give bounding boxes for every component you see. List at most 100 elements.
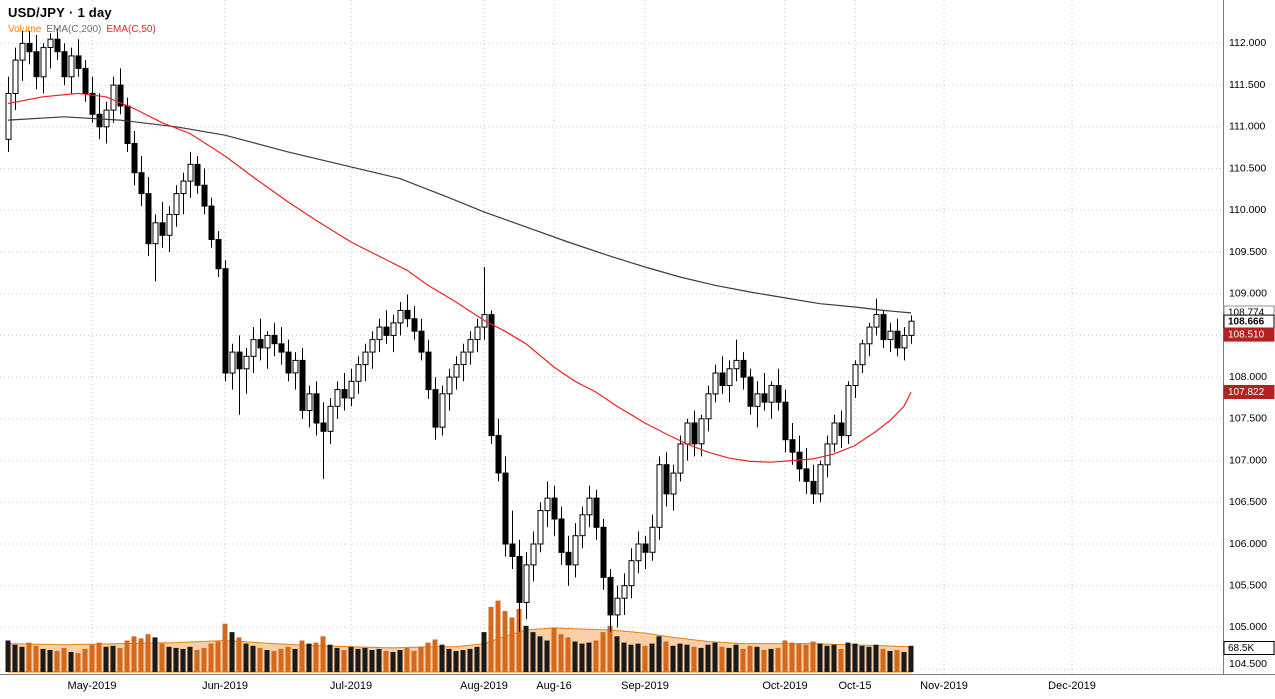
candle (103, 109, 110, 128)
axis-tag-box (1223, 641, 1275, 655)
volume-bar (47, 650, 53, 673)
volume-bar (390, 652, 396, 672)
candle (628, 560, 635, 587)
candle (257, 339, 264, 349)
candle (208, 205, 215, 241)
candle (145, 193, 152, 245)
candle (82, 67, 89, 94)
candle (747, 376, 754, 407)
volume-bar (635, 643, 641, 672)
candle (89, 92, 96, 115)
volume-bar (775, 647, 781, 673)
volume-bar (145, 634, 151, 672)
volume-bar (698, 647, 704, 673)
volume-bar (593, 640, 599, 672)
price-tick-label: 110.000 (1229, 204, 1266, 216)
volume-bar (369, 650, 375, 673)
candle (516, 556, 523, 603)
volume-bar (257, 647, 263, 673)
volume-bar (362, 647, 368, 673)
candle (467, 339, 474, 353)
volume-bar (124, 640, 130, 672)
candle (243, 355, 250, 370)
candle (754, 393, 761, 407)
candle (719, 372, 726, 386)
time-axis[interactable]: May-2019 Jun-2019 Jul-2019 Aug-2019 Aug-16 Se… (0, 674, 1275, 699)
candle (859, 343, 866, 366)
volume-bar (54, 651, 60, 672)
volume-bar (516, 609, 522, 672)
candle (292, 359, 299, 374)
price-tick-label: 109.000 (1229, 287, 1267, 299)
candle (47, 38, 54, 49)
volume-bar (404, 647, 410, 673)
candle (558, 518, 565, 553)
candle (40, 47, 47, 78)
volume-bar (880, 648, 886, 672)
volume-bar (229, 632, 235, 672)
candle (831, 422, 838, 445)
axis-tag-label: 108.510 (1228, 330, 1265, 341)
volume-bar (82, 648, 88, 672)
volume-bar (530, 632, 536, 672)
volume-bar (103, 646, 109, 672)
volume-bar (474, 646, 480, 672)
candle (397, 309, 404, 324)
candle (411, 318, 418, 332)
candle (474, 326, 481, 341)
volume-bar (677, 643, 683, 672)
volume-bar (138, 638, 144, 672)
candle (607, 576, 614, 616)
candles (5, 28, 915, 632)
candle (551, 497, 558, 520)
candle (159, 222, 166, 236)
candle (733, 359, 740, 370)
volume-bar (306, 643, 312, 672)
candle (649, 526, 656, 553)
volume-bar (110, 645, 116, 673)
candle (222, 268, 229, 374)
volume-bar (565, 637, 571, 672)
candle (565, 551, 572, 566)
candle (173, 193, 180, 216)
candle (201, 184, 208, 207)
candle (663, 464, 670, 495)
volume-bar (852, 643, 858, 672)
volume-bar (432, 639, 438, 673)
candle (96, 113, 103, 128)
candle (530, 543, 537, 566)
candle (439, 393, 446, 428)
candle (278, 343, 285, 353)
volume-bar (481, 632, 487, 672)
volume-bar (747, 645, 753, 673)
volume-bar (61, 647, 67, 673)
price-axis[interactable]: 112.000 111.500 111.000 110.500 110.000 109.5… (1223, 0, 1275, 699)
volume-bar (33, 645, 39, 673)
candle (656, 464, 663, 528)
date-tick-label: Sep-2019 (621, 680, 669, 692)
volume-bar (803, 644, 809, 672)
candle (152, 222, 159, 245)
candle (306, 393, 313, 411)
candle (194, 163, 201, 186)
candle (341, 389, 348, 399)
volume-bar (733, 644, 739, 672)
candle (712, 372, 719, 395)
candle (768, 385, 775, 403)
price-tick-label: 107.000 (1229, 454, 1267, 466)
volume-bar (425, 642, 431, 672)
ema200-line (7, 116, 912, 314)
price-tick-label: 112.000 (1229, 37, 1266, 49)
volume-bar (782, 640, 788, 672)
ema50-line (7, 92, 912, 463)
candle (593, 497, 600, 528)
candle (362, 351, 369, 366)
date-tick-label: Oct-2019 (762, 680, 807, 692)
price-tick-label: 105.000 (1229, 621, 1267, 633)
price-tick-label: 108.000 (1229, 371, 1267, 383)
date-tick-label: May-2019 (68, 680, 117, 692)
candle (488, 314, 495, 437)
date-tick-label: Jul-2019 (330, 680, 372, 692)
volume-bar (271, 651, 277, 672)
